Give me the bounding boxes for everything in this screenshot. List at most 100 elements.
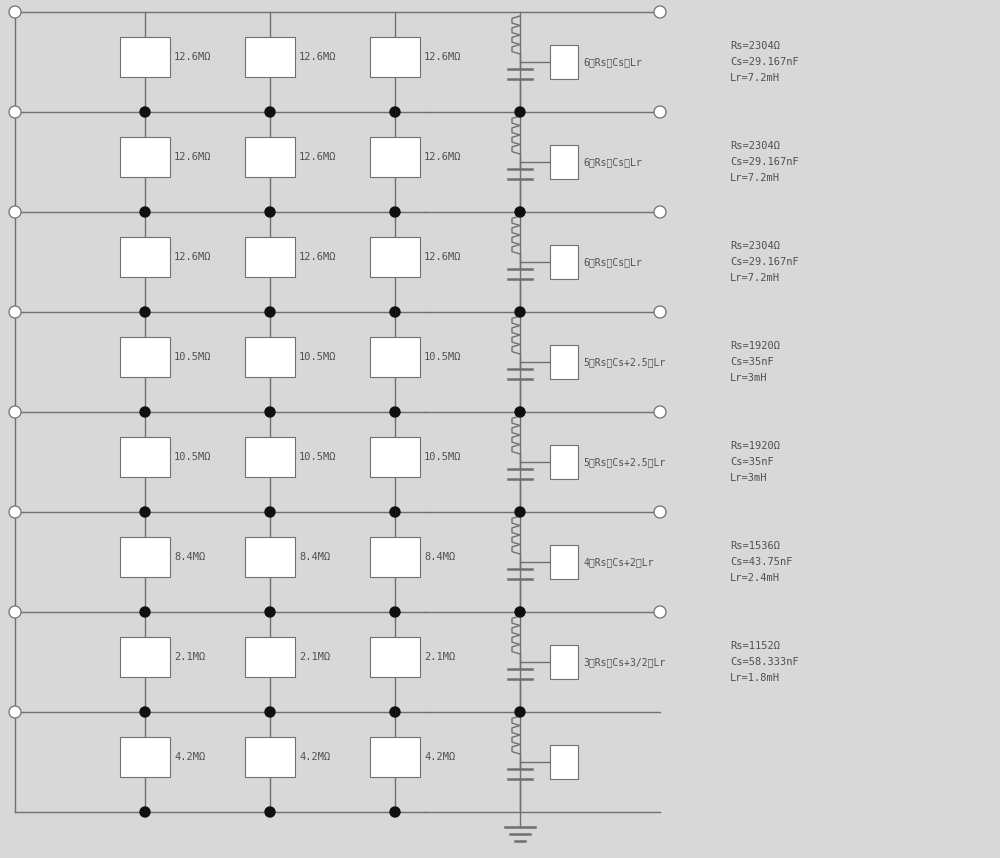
Circle shape (265, 207, 275, 217)
Circle shape (515, 407, 525, 417)
Text: 12.6MΩ: 12.6MΩ (424, 152, 462, 162)
Bar (550, 545, 578, 579)
Text: 10.5MΩ: 10.5MΩ (174, 352, 212, 362)
Bar (120, 137, 170, 177)
Circle shape (265, 607, 275, 617)
Text: 10.5MΩ: 10.5MΩ (299, 452, 336, 462)
Bar (550, 745, 578, 779)
Text: 2.1MΩ: 2.1MΩ (299, 652, 330, 662)
Text: 4.2MΩ: 4.2MΩ (299, 752, 330, 762)
Circle shape (9, 106, 21, 118)
Circle shape (390, 407, 400, 417)
Circle shape (390, 507, 400, 517)
Text: 12.6MΩ: 12.6MΩ (174, 52, 212, 62)
Circle shape (390, 707, 400, 717)
Circle shape (265, 507, 275, 517)
Bar (550, 645, 578, 679)
Bar (550, 445, 578, 479)
Circle shape (515, 607, 525, 617)
Circle shape (515, 207, 525, 217)
Circle shape (140, 607, 150, 617)
Circle shape (390, 607, 400, 617)
Bar (245, 137, 295, 177)
Bar (245, 637, 295, 677)
Circle shape (140, 807, 150, 817)
Circle shape (140, 307, 150, 317)
Text: Rs=2304Ω
Cs=29.167nF
Lr=7.2mH: Rs=2304Ω Cs=29.167nF Lr=7.2mH (730, 241, 799, 282)
Bar (550, 45, 578, 79)
Circle shape (654, 6, 666, 18)
Circle shape (265, 707, 275, 717)
Bar (120, 537, 170, 577)
Circle shape (140, 407, 150, 417)
Text: 6级Rs、Cs、Lr: 6级Rs、Cs、Lr (583, 257, 642, 267)
Bar (245, 237, 295, 277)
Bar (370, 737, 420, 777)
Circle shape (390, 107, 400, 117)
Bar (370, 137, 420, 177)
Circle shape (140, 107, 150, 117)
Text: 12.6MΩ: 12.6MΩ (299, 52, 336, 62)
Text: 5级Rs、Cs+2.5级Lr: 5级Rs、Cs+2.5级Lr (583, 457, 665, 467)
Circle shape (9, 606, 21, 618)
Circle shape (265, 107, 275, 117)
Circle shape (515, 507, 525, 517)
Text: 6级Rs、Cs、Lr: 6级Rs、Cs、Lr (583, 157, 642, 167)
Circle shape (515, 707, 525, 717)
Circle shape (9, 6, 21, 18)
Text: 6级Rs、Cs、Lr: 6级Rs、Cs、Lr (583, 57, 642, 67)
Text: 12.6MΩ: 12.6MΩ (299, 152, 336, 162)
Circle shape (390, 207, 400, 217)
Bar (120, 237, 170, 277)
Bar (245, 337, 295, 377)
Circle shape (654, 206, 666, 218)
Text: Rs=1920Ω
Cs=35nF
Lr=3mH: Rs=1920Ω Cs=35nF Lr=3mH (730, 341, 780, 383)
Circle shape (654, 306, 666, 318)
Bar (370, 537, 420, 577)
Text: 12.6MΩ: 12.6MΩ (424, 52, 462, 62)
Bar (550, 145, 578, 179)
Circle shape (265, 407, 275, 417)
Circle shape (390, 307, 400, 317)
Text: 12.6MΩ: 12.6MΩ (174, 152, 212, 162)
Bar (245, 37, 295, 77)
Text: Rs=1152Ω
Cs=58.333nF
Lr=1.8mH: Rs=1152Ω Cs=58.333nF Lr=1.8mH (730, 642, 799, 683)
Circle shape (9, 406, 21, 418)
Text: 12.6MΩ: 12.6MΩ (424, 252, 462, 262)
Text: 8.4MΩ: 8.4MΩ (299, 552, 330, 562)
Text: 4.2MΩ: 4.2MΩ (174, 752, 205, 762)
Circle shape (9, 206, 21, 218)
Bar (370, 37, 420, 77)
Bar (245, 537, 295, 577)
Circle shape (9, 506, 21, 518)
Bar (120, 37, 170, 77)
Circle shape (654, 606, 666, 618)
Circle shape (515, 307, 525, 317)
Circle shape (9, 306, 21, 318)
Circle shape (265, 807, 275, 817)
Bar (370, 437, 420, 477)
Bar (550, 245, 578, 279)
Circle shape (265, 307, 275, 317)
Bar (550, 345, 578, 379)
Text: 12.6MΩ: 12.6MΩ (299, 252, 336, 262)
Circle shape (390, 807, 400, 817)
Bar (120, 737, 170, 777)
Text: 2.1MΩ: 2.1MΩ (174, 652, 205, 662)
Text: Rs=1536Ω
Cs=43.75nF
Lr=2.4mH: Rs=1536Ω Cs=43.75nF Lr=2.4mH (730, 541, 792, 583)
Circle shape (654, 506, 666, 518)
Text: 12.6MΩ: 12.6MΩ (174, 252, 212, 262)
Text: 10.5MΩ: 10.5MΩ (424, 452, 462, 462)
Bar (120, 437, 170, 477)
Bar (245, 437, 295, 477)
Circle shape (140, 507, 150, 517)
Bar (370, 237, 420, 277)
Bar (120, 637, 170, 677)
Circle shape (654, 106, 666, 118)
Bar (370, 337, 420, 377)
Text: 10.5MΩ: 10.5MΩ (424, 352, 462, 362)
Text: 8.4MΩ: 8.4MΩ (424, 552, 455, 562)
Text: 3级Rs、Cs+3/2级Lr: 3级Rs、Cs+3/2级Lr (583, 657, 665, 667)
Text: 5级Rs、Cs+2.5级Lr: 5级Rs、Cs+2.5级Lr (583, 357, 665, 367)
Text: 8.4MΩ: 8.4MΩ (174, 552, 205, 562)
